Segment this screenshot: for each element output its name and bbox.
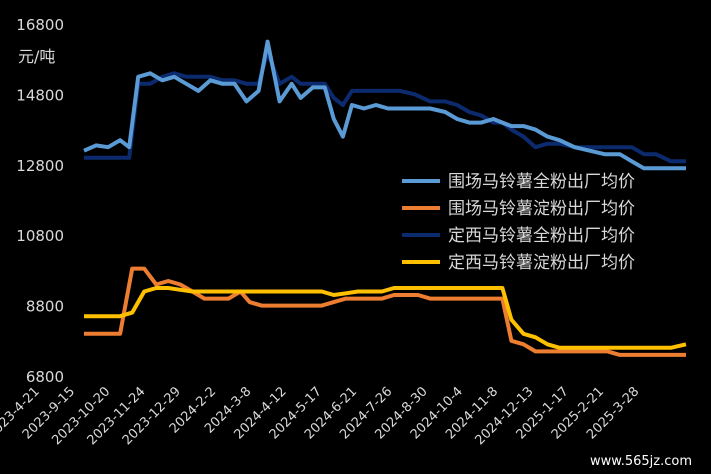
series-line-1 — [83, 39, 686, 171]
y-axis-unit: 元/吨 — [18, 47, 55, 66]
legend-label: 围场马铃薯淀粉出厂均价 — [448, 199, 635, 219]
series-line-2 — [84, 266, 686, 357]
y-tick-label: 6800 — [26, 368, 64, 386]
y-tick-label: 10800 — [16, 227, 64, 245]
legend-label: 围场马铃薯全粉出厂均价 — [448, 172, 635, 192]
plot-area — [83, 39, 687, 357]
y-tick-label: 14800 — [16, 86, 64, 104]
y-axis: 6800 8800 10800 12800 14800 16800 — [16, 16, 64, 386]
legend-label: 定西马铃薯全粉出厂均价 — [448, 226, 635, 246]
series-line-4 — [84, 286, 687, 350]
watermark: www.565jz.com — [590, 454, 692, 469]
y-tick-label: 8800 — [26, 298, 64, 316]
legend-label: 定西马铃薯淀粉出厂均价 — [448, 253, 635, 273]
y-tick-label: 16800 — [16, 16, 64, 34]
legend: 围场马铃薯全粉出厂均价围场马铃薯淀粉出厂均价定西马铃薯全粉出厂均价定西马铃薯淀粉… — [402, 172, 635, 273]
y-tick-label: 12800 — [16, 157, 64, 175]
x-axis: 2023-4-212023-9-152023-10-202023-11-2420… — [0, 384, 642, 448]
